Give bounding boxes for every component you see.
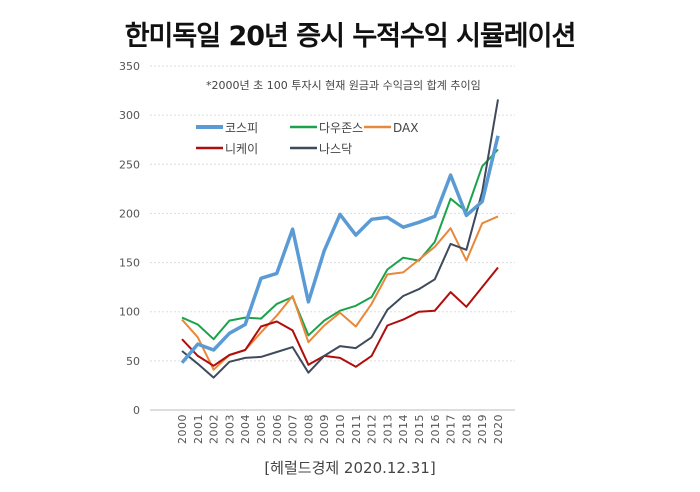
y-tick-label: 100 xyxy=(119,306,140,319)
x-tick-label: 2010 xyxy=(334,414,347,444)
source-caption: [헤럴드경제 2020.12.31] xyxy=(264,459,436,477)
legend-label: 니케이 xyxy=(225,142,258,156)
legend-label: 코스피 xyxy=(225,121,258,135)
x-tick-label: 2011 xyxy=(350,414,363,444)
x-tick-label: 2015 xyxy=(413,414,426,444)
y-tick-label: 50 xyxy=(126,355,140,368)
x-tick-label: 2004 xyxy=(239,414,252,444)
x-tick-label: 2012 xyxy=(366,414,379,444)
x-tick-label: 2017 xyxy=(445,414,458,444)
series-line-3 xyxy=(181,266,499,368)
x-tick-label: 2009 xyxy=(318,414,331,444)
x-tick-label: 2007 xyxy=(287,414,300,444)
y-tick-label: 200 xyxy=(119,207,140,220)
legend-label: DAX xyxy=(393,121,418,135)
x-tick-label: 2016 xyxy=(429,414,442,444)
y-tick-label: 250 xyxy=(119,158,140,171)
x-tick-label: 2002 xyxy=(208,414,221,444)
x-tick-label: 2013 xyxy=(381,414,394,444)
x-tick-label: 2008 xyxy=(302,414,315,444)
y-tick-label: 150 xyxy=(119,257,140,270)
x-tick-label: 2005 xyxy=(255,414,268,444)
y-tick-label: 0 xyxy=(133,404,140,417)
legend-label: 다우존스 xyxy=(319,121,363,135)
chart-title: 한미독일 20년 증시 누적수익 시뮬레이션 xyxy=(124,21,577,52)
y-tick-label: 350 xyxy=(119,60,140,73)
x-tick-label: 2019 xyxy=(476,414,489,444)
y-tick-label: 300 xyxy=(119,109,140,122)
x-tick-label: 2001 xyxy=(192,414,205,444)
x-tick-label: 2020 xyxy=(492,414,505,444)
x-tick-label: 2014 xyxy=(397,414,410,444)
x-tick-label: 2006 xyxy=(271,414,284,444)
x-tick-label: 2000 xyxy=(176,414,189,444)
chart-subtitle: *2000년 초 100 투자시 현재 원금과 수익금의 합계 추이임 xyxy=(206,79,481,92)
legend-label: 나스닥 xyxy=(319,142,352,156)
x-tick-label: 2018 xyxy=(460,414,473,444)
x-tick-label: 2003 xyxy=(223,414,236,444)
series-line-0 xyxy=(180,135,500,364)
